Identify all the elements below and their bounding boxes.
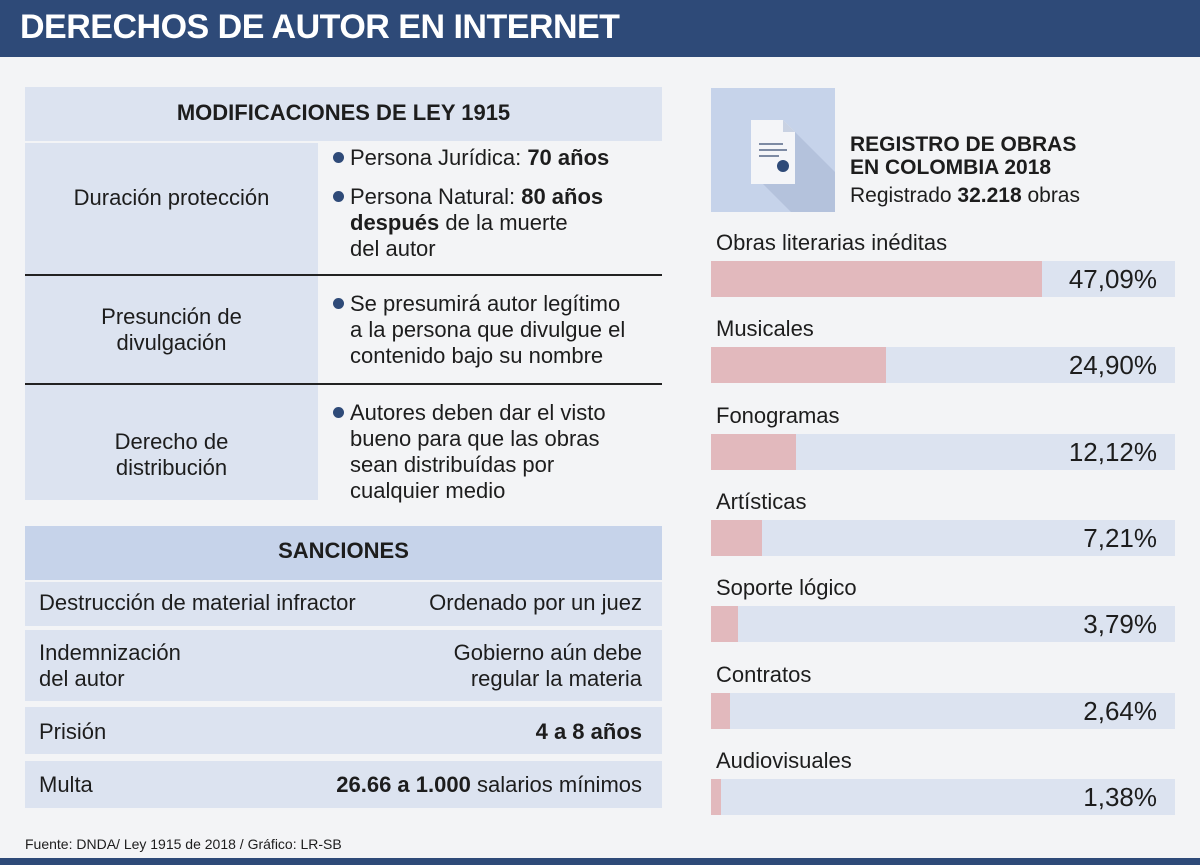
registro-title-line: EN COLOMBIA 2018 [850, 156, 1052, 179]
row-presuncion-label-line: Presunción de [101, 304, 242, 329]
row-distribucion-content-cell [320, 385, 662, 500]
bar-track: 7,21% [711, 519, 1175, 556]
bar-category-label: Contratos [716, 661, 812, 687]
bar [711, 347, 887, 384]
bullet-text: sean distribuídas por [350, 452, 555, 477]
bar-value-label: 12,12% [1068, 436, 1157, 467]
bullet-text: Se presumirá autor legítimo [350, 291, 621, 316]
sancion-row: Indemnización del autor Gobierno aún deb… [25, 630, 662, 701]
sancion-label: del autor [39, 666, 125, 691]
bullet-text: Autores deben dar el visto [350, 400, 606, 425]
bar-track: 47,09% [711, 261, 1175, 297]
sancion-label: Destrucción de material infractor [39, 590, 356, 615]
bullet-dot [333, 298, 344, 309]
bar-value-label: 47,09% [1068, 264, 1157, 294]
row-duracion-label: Duración protección [73, 185, 270, 210]
bar [711, 778, 721, 815]
bullet-text: cualquier medio [350, 478, 506, 503]
registro-title: REGISTRO DE OBRAS EN COLOMBIA 2018 [850, 133, 1076, 179]
sancion-label: Indemnización [39, 640, 181, 665]
sancion-value: Gobierno aún debe [453, 640, 642, 665]
row-presuncion-label-cell: Presunción de divulgación [25, 276, 318, 383]
bar [711, 261, 1043, 297]
bullet-dot [333, 407, 344, 418]
registro-subtitle: Registrado 32.218 obras [850, 184, 1080, 207]
sancion-row: Prisión 4 a 8 años [25, 707, 662, 754]
bar-category-label: Audiovisuales [716, 747, 852, 773]
bar [711, 692, 730, 729]
title-bar: DERECHOS DE AUTOR EN INTERNET [0, 0, 1200, 57]
bullet-text: contenido bajo su nombre [350, 343, 604, 368]
sancion-row: Multa 26.66 a 1.000 salarios mínimos [25, 761, 662, 808]
bullet-text: después de la muerte [350, 210, 568, 235]
modificaciones-header: MODIFICACIONES DE LEY 1915 [25, 87, 662, 141]
bottom-bar [0, 858, 1200, 865]
sanciones-header: SANCIONES [25, 526, 662, 580]
registro-title-line: REGISTRO DE OBRAS [850, 133, 1077, 156]
row-distribucion-label-line: distribución [115, 455, 228, 480]
row-distribucion-label-cell: Derecho de distribución [25, 385, 318, 500]
modificaciones-header-text: MODIFICACIONES DE LEY 1915 [176, 100, 511, 125]
row-duracion-label-cell: Duración protección [25, 143, 318, 274]
row-divider [25, 383, 662, 385]
bar-category-label: Musicales [716, 316, 814, 342]
bar-track: 24,90% [711, 347, 1175, 384]
row-presuncion-label-line: divulgación [116, 330, 227, 355]
bullet-dot [333, 191, 344, 202]
sancion-label: Prisión [39, 719, 107, 744]
bar-category-label: Fonogramas [716, 402, 840, 428]
source-note: Fuente: DNDA/ Ley 1915 de 2018 / Gráfico… [25, 836, 342, 852]
bar-track: 1,38% [711, 778, 1175, 815]
bar-value-label: 1,38% [1083, 781, 1157, 812]
row-divider [25, 274, 662, 276]
bar-track: 12,12% [711, 433, 1175, 470]
bar-category-label: Obras literarias inéditas [716, 230, 948, 255]
bullet-text: bueno para que las obras [350, 426, 600, 451]
sanciones-header-text: SANCIONES [278, 538, 409, 563]
bar-track: 2,64% [711, 692, 1175, 729]
bar-track: 3,79% [711, 606, 1175, 643]
bullet-text: del autor [350, 236, 436, 261]
bullet-text: Persona Natural: 80 años [350, 184, 604, 209]
sancion-label: Multa [39, 772, 93, 797]
sancion-row: Destrucción de material infractor Ordena… [25, 582, 662, 626]
bar [711, 433, 797, 470]
sancion-value: 26.66 a 1.000 salarios mínimos [336, 772, 642, 797]
sancion-value: Ordenado por un juez [429, 590, 642, 615]
document-certificate-icon [711, 88, 835, 212]
bar-category-label: Artísticas [716, 488, 807, 514]
bullet-text: Persona Jurídica: 70 años [350, 145, 610, 170]
sancion-value: 4 a 8 años [535, 719, 642, 744]
row-presuncion-content-cell [320, 276, 662, 383]
bar-category-label: Soporte lógico [716, 575, 857, 601]
bullet-text: a la persona que divulgue el [350, 317, 626, 342]
bullet-dot [333, 152, 344, 163]
row-duracion-content-cell [320, 143, 662, 274]
row-distribucion-label-line: Derecho de [114, 429, 229, 454]
bar-value-label: 7,21% [1083, 522, 1157, 553]
bar-value-label: 3,79% [1083, 609, 1157, 640]
bar-value-label: 24,90% [1068, 350, 1157, 381]
bar [711, 519, 762, 556]
sancion-value: regular la materia [470, 666, 642, 691]
bar [711, 606, 738, 643]
page-title: DERECHOS DE AUTOR EN INTERNET [20, 8, 620, 46]
bar-value-label: 2,64% [1083, 695, 1157, 726]
